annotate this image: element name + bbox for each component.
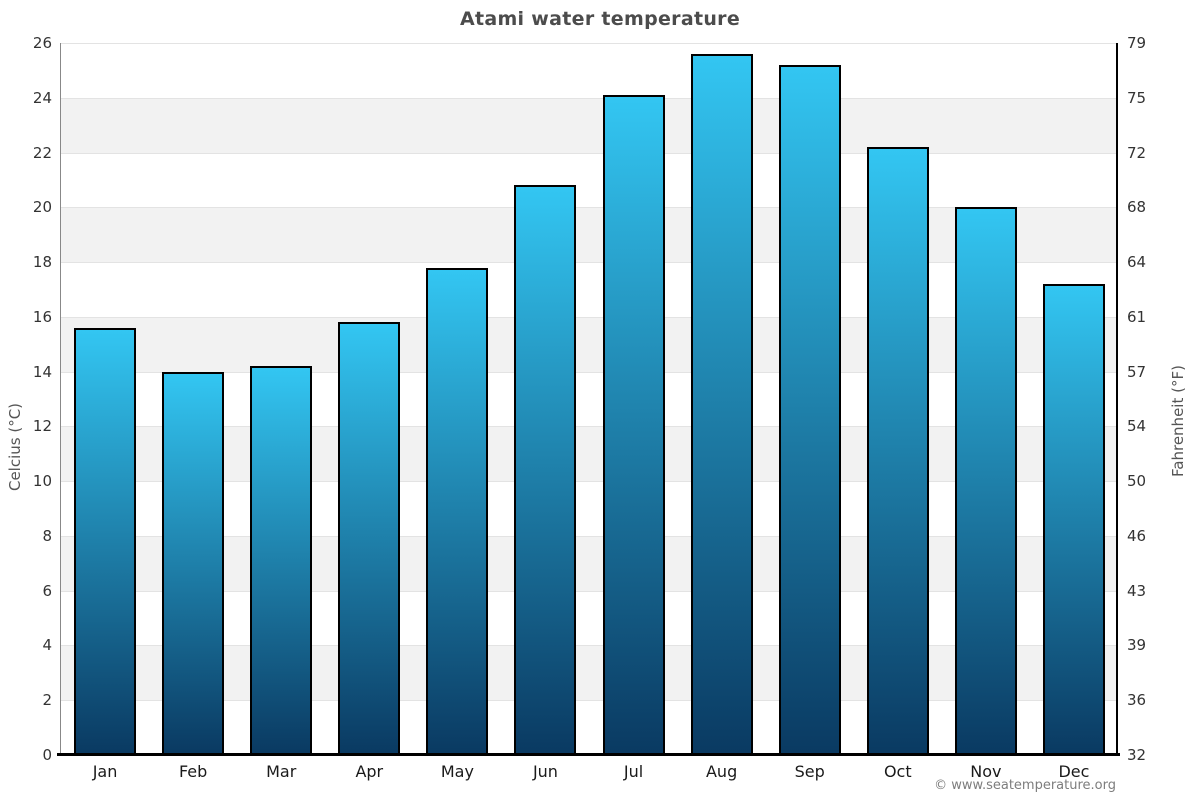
celsius-tick-8: 8 [42, 526, 52, 545]
fahrenheit-tick-79: 79 [1127, 34, 1147, 52]
x-label-jan: Jan [92, 762, 118, 781]
plot-band [61, 316, 1118, 372]
gridline [61, 371, 1118, 373]
gridline [61, 262, 1118, 264]
x-label-aug: Aug [705, 762, 738, 781]
x-label-apr: Apr [355, 762, 384, 781]
bar-apr[interactable] [338, 322, 401, 755]
right-axis-line [1116, 43, 1118, 755]
celsius-tick-22: 22 [32, 143, 52, 162]
fahrenheit-tick-75: 75 [1127, 88, 1147, 107]
bottom-axis-line [57, 753, 1120, 756]
celsius-tick-2: 2 [42, 691, 52, 710]
bar-jan[interactable] [74, 327, 137, 755]
plot-band [61, 535, 1118, 591]
fahrenheit-tick-50: 50 [1127, 472, 1147, 491]
attribution-link[interactable]: © www.seatemperature.org [934, 778, 1116, 793]
x-label-jul: Jul [623, 762, 644, 781]
celsius-tick-6: 6 [42, 581, 52, 600]
fahrenheit-tick-61: 61 [1127, 307, 1147, 326]
bar-oct[interactable] [866, 147, 929, 755]
gridline [61, 426, 1118, 428]
plot-band [61, 43, 1118, 98]
fahrenheit-tick-46: 46 [1127, 526, 1147, 545]
fahrenheit-tick-64: 64 [1127, 253, 1147, 272]
bar-aug[interactable] [690, 53, 753, 755]
fahrenheit-tick-36: 36 [1127, 691, 1147, 710]
x-label-oct: Oct [883, 762, 912, 781]
celsius-tick-12: 12 [32, 417, 52, 436]
x-label-nov: Nov [970, 762, 1002, 781]
x-label-feb: Feb [178, 762, 208, 781]
bar-jun[interactable] [514, 185, 577, 755]
bar-mar[interactable] [250, 366, 313, 755]
fahrenheit-tick-43: 43 [1127, 581, 1147, 600]
bar-may[interactable] [426, 267, 489, 755]
x-label-mar: Mar [266, 762, 297, 781]
plot-band [61, 426, 1118, 482]
chart-title: Atami water temperature [459, 8, 741, 30]
bar-dec[interactable] [1042, 284, 1105, 755]
celsius-tick-0: 0 [42, 746, 52, 764]
gridline [61, 316, 1118, 318]
gridline [61, 152, 1118, 154]
gridline [61, 700, 1118, 702]
bar-jul[interactable] [602, 95, 665, 755]
celsius-tick-14: 14 [32, 362, 52, 381]
plot-band [61, 590, 1118, 646]
x-label-sep: Sep [794, 762, 825, 781]
x-label-dec: Dec [1058, 762, 1090, 781]
fahrenheit-tick-39: 39 [1127, 636, 1147, 655]
gridline [61, 481, 1118, 483]
bar-sep[interactable] [778, 64, 841, 755]
left-axis-line [60, 43, 61, 755]
plot-band [61, 481, 1118, 536]
celsius-tick-4: 4 [42, 636, 52, 655]
plot-band [61, 700, 1118, 755]
gridline [61, 590, 1118, 592]
celsius-tick-18: 18 [32, 253, 52, 272]
celsius-tick-10: 10 [32, 472, 52, 491]
fahrenheit-tick-68: 68 [1127, 198, 1147, 217]
fahrenheit-tick-54: 54 [1127, 417, 1147, 436]
plot-band [61, 645, 1118, 701]
gridline [61, 43, 1118, 44]
fahrenheit-tick-32: 32 [1127, 746, 1147, 764]
celsius-tick-20: 20 [32, 198, 52, 217]
fahrenheit-tick-72: 72 [1127, 143, 1147, 162]
gridline [61, 535, 1118, 537]
plot-area [61, 43, 1118, 755]
x-label-jun: Jun [532, 762, 558, 781]
plot-band [61, 262, 1118, 317]
x-label-may: May [440, 762, 474, 781]
plot-band [61, 207, 1118, 263]
celsius-tick-16: 16 [32, 307, 52, 326]
celsius-tick-26: 26 [32, 34, 52, 52]
gridline [61, 207, 1118, 209]
bar-feb[interactable] [162, 371, 225, 755]
plot-band [61, 152, 1118, 208]
plot-band [61, 97, 1118, 153]
gridline [61, 645, 1118, 647]
bar-nov[interactable] [954, 207, 1017, 755]
gridline [61, 97, 1118, 99]
plot-band [61, 371, 1118, 427]
celsius-tick-24: 24 [32, 88, 52, 107]
fahrenheit-tick-57: 57 [1127, 362, 1147, 381]
